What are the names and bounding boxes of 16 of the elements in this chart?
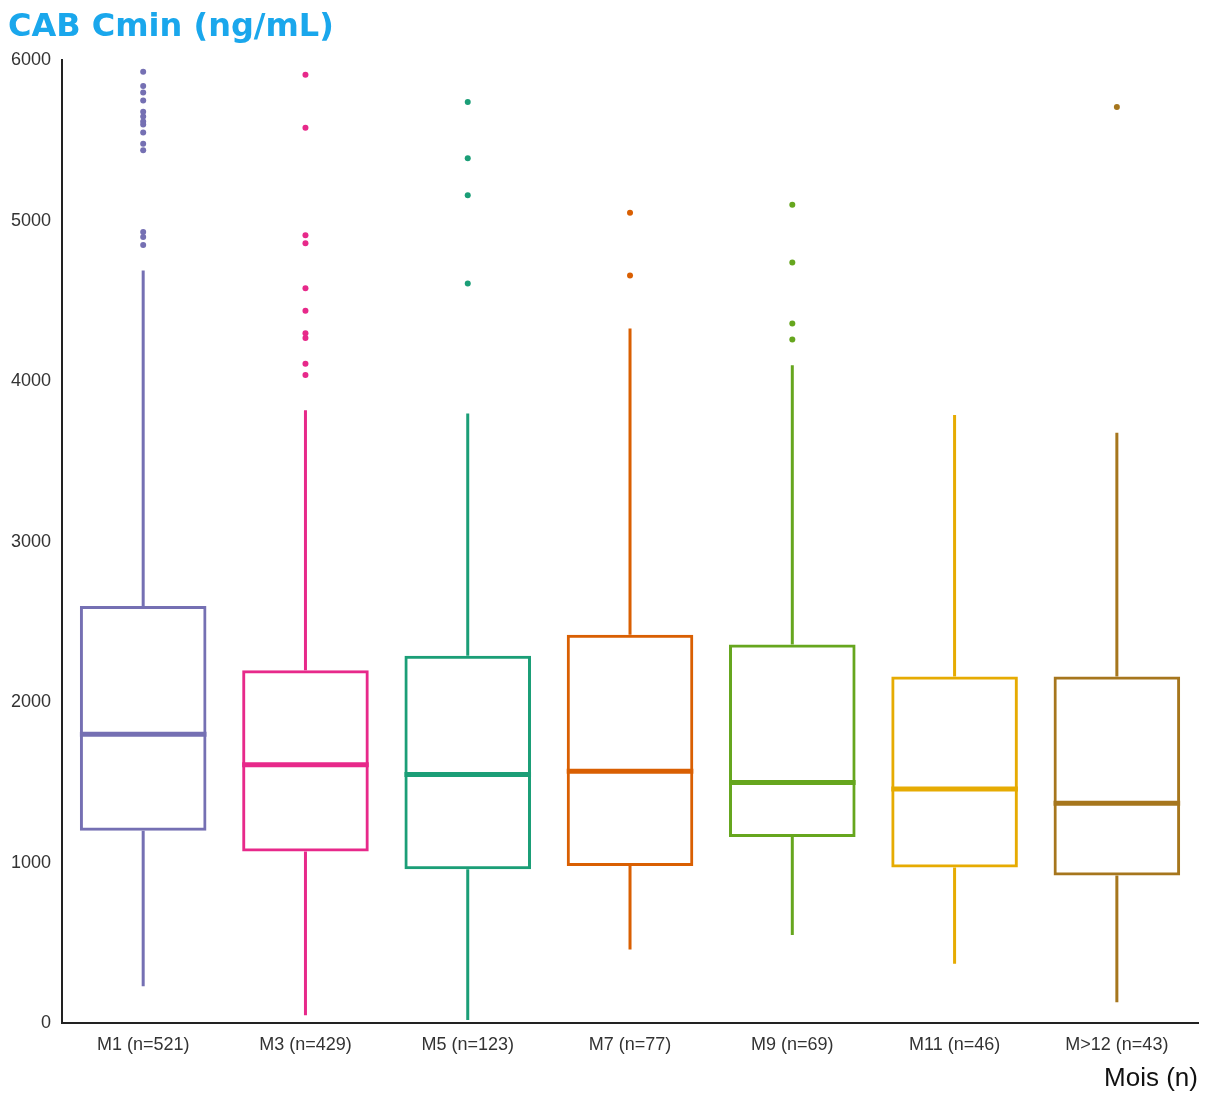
x-tick-label: M3 (n=429) xyxy=(259,1033,352,1054)
chart-title: CAB Cmin (ng/mL) xyxy=(8,5,334,44)
y-tick-label: 3000 xyxy=(11,530,52,551)
x-tick-label: M1 (n=521) xyxy=(96,1033,190,1054)
y-tick-label: 5000 xyxy=(11,209,52,230)
x-axis-title: Mois (n) xyxy=(1104,1061,1198,1092)
y-tick-label: 2000 xyxy=(11,691,52,712)
x-tick-label: M5 (n=123) xyxy=(421,1033,515,1054)
x-tick-label: M7 (n=77) xyxy=(588,1033,672,1054)
x-tick-label: M11 (n=46) xyxy=(908,1033,1001,1054)
y-tick-label: 0 xyxy=(41,1012,52,1033)
y-tick-label: 1000 xyxy=(11,851,52,872)
y-tick-label: 4000 xyxy=(11,370,52,391)
x-tick-label: M>12 (n=43) xyxy=(1065,1033,1169,1054)
x-tick-label: M9 (n=69) xyxy=(751,1033,834,1054)
y-tick-label: 6000 xyxy=(11,49,52,70)
